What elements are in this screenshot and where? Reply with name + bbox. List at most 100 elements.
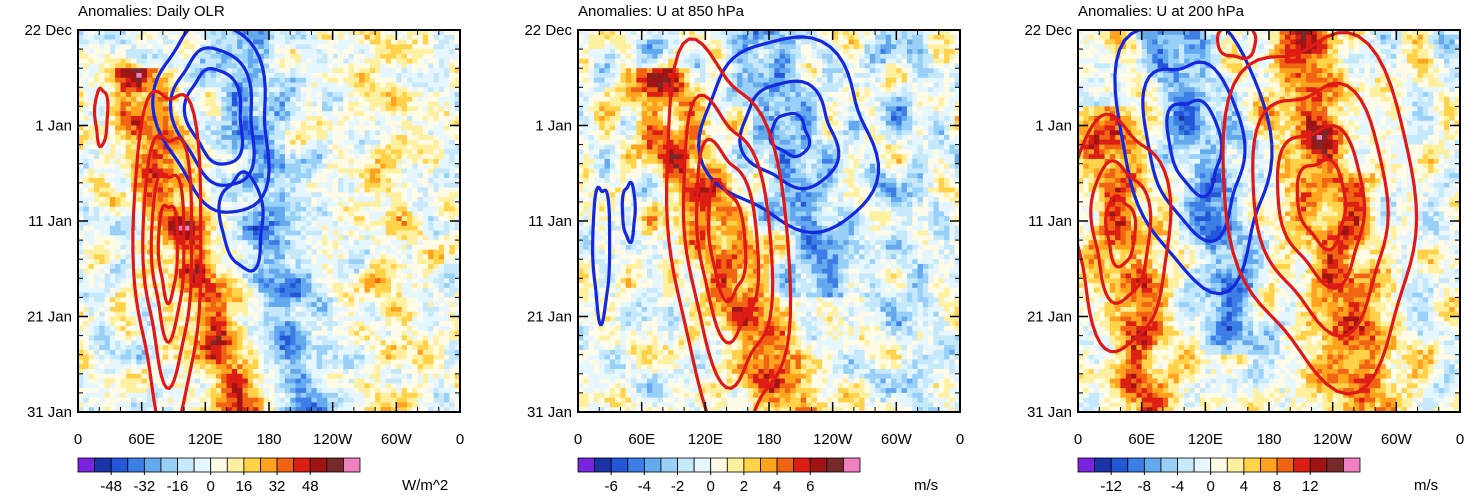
field-cell [322, 216, 328, 222]
field-cell [454, 225, 460, 232]
field-cell [146, 178, 153, 184]
field-cell [306, 68, 313, 74]
field-cell [115, 235, 122, 241]
field-cell [422, 201, 429, 208]
field-cell [449, 163, 456, 170]
field-cell [300, 197, 307, 203]
field-cell [109, 182, 116, 189]
field-cell [93, 263, 100, 270]
field-cell [210, 120, 217, 127]
field-cell [438, 330, 445, 337]
field-cell [104, 87, 111, 93]
field-cell [152, 244, 159, 251]
field-cell [385, 53, 392, 60]
field-cell [359, 316, 366, 322]
field-cell [210, 326, 217, 332]
field-cell [253, 149, 259, 155]
field-cell [295, 92, 302, 98]
field-cell [348, 221, 355, 227]
field-cell [242, 287, 249, 294]
field-cell [369, 192, 376, 198]
field-cell [83, 120, 90, 127]
field-cell [375, 283, 382, 289]
field-cell [391, 287, 397, 294]
field-cell [290, 63, 297, 69]
field-cell [109, 287, 116, 294]
field-cell [332, 326, 339, 332]
field-cell [284, 192, 291, 198]
field-cell [454, 235, 460, 241]
field-cell [120, 77, 127, 84]
field-cell [306, 354, 313, 361]
field-cell [454, 182, 460, 189]
field-cell [375, 49, 382, 55]
field-cell [327, 139, 334, 146]
field-cell [284, 49, 291, 55]
field-cell [422, 120, 429, 127]
field-cell [253, 254, 259, 260]
field-cell [322, 340, 328, 346]
field-cell [78, 72, 84, 79]
field-cell [242, 111, 249, 117]
field-cell [380, 292, 387, 299]
field-cell [327, 120, 334, 127]
field-cell [178, 216, 185, 222]
field-cell [125, 306, 132, 313]
field-cell [449, 115, 456, 122]
field-cell [284, 287, 291, 294]
field-cell [311, 283, 318, 289]
field-cell [237, 158, 244, 165]
field-cell [194, 34, 201, 41]
field-cell [125, 244, 132, 251]
field-cell [375, 216, 382, 222]
field-cell [396, 225, 403, 232]
field-cell [78, 278, 84, 284]
field-cell [343, 168, 350, 174]
field-cell [184, 72, 191, 79]
field-cell [428, 39, 435, 45]
field-cell [184, 111, 191, 117]
field-cell [115, 30, 122, 36]
field-cell [78, 345, 84, 351]
field-cell [115, 345, 122, 351]
field-cell [178, 111, 185, 117]
field-cell [109, 87, 116, 93]
field-cell [337, 244, 344, 251]
field-cell [279, 230, 286, 236]
field-cell [422, 297, 429, 303]
field-cell [369, 130, 376, 136]
field-cell [120, 297, 127, 303]
field-cell [178, 44, 185, 50]
field-cell [88, 302, 95, 308]
field-cell [364, 268, 371, 275]
field-cell [78, 192, 84, 198]
field-cell [221, 173, 228, 179]
field-cell [449, 235, 456, 241]
field-cell [454, 216, 460, 222]
field-cell [83, 106, 90, 112]
field-cell [353, 82, 360, 88]
field-cell [401, 221, 408, 227]
field-cell [109, 316, 116, 322]
field-cell [120, 139, 127, 146]
field-cell [322, 354, 328, 361]
field-cell [433, 96, 440, 103]
field-cell [316, 139, 323, 146]
field-cell [231, 268, 238, 275]
field-cell [337, 249, 344, 256]
field-cell [258, 316, 265, 322]
field-cell [348, 268, 355, 275]
field-cell [146, 192, 153, 198]
field-cell [433, 111, 440, 117]
field-cell [168, 359, 175, 365]
field-cell [295, 278, 302, 284]
field-cell [311, 321, 318, 327]
field-cell [184, 182, 191, 189]
field-cell [131, 297, 137, 303]
field-cell [178, 96, 185, 103]
field-cell [438, 335, 445, 341]
field-cell [125, 263, 132, 270]
field-cell [343, 158, 350, 165]
field-cell [369, 92, 376, 98]
field-cell [337, 96, 344, 103]
